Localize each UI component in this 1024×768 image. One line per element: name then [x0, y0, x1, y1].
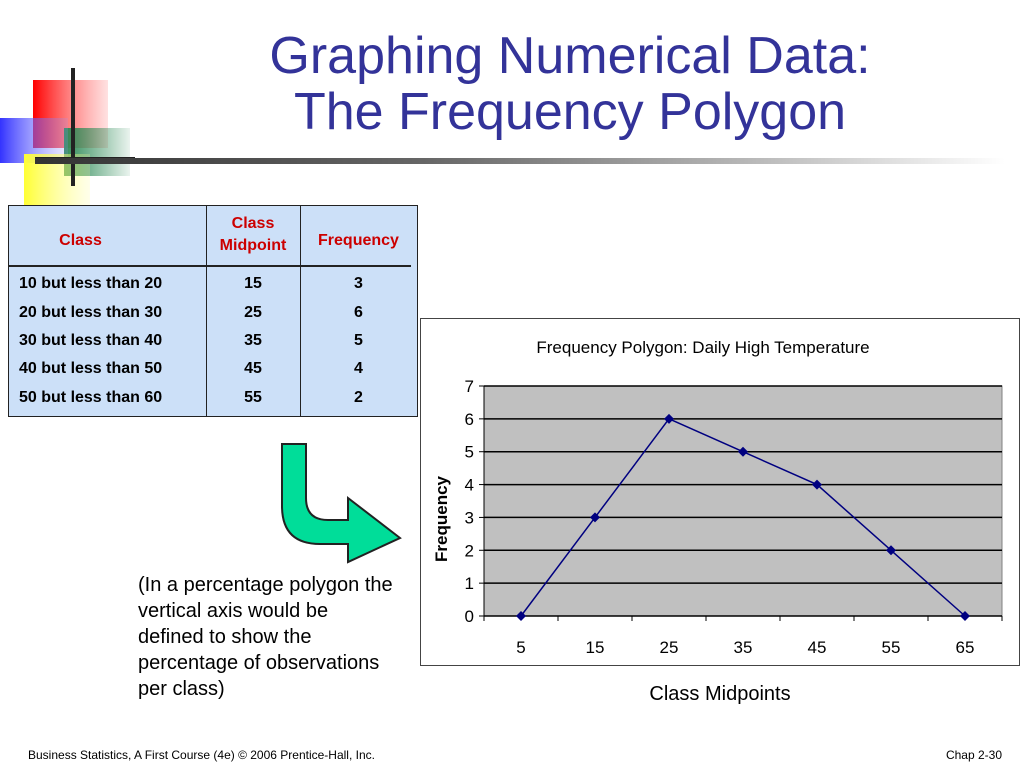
y-tick-label: 4 — [465, 476, 474, 495]
y-tick-label: 5 — [465, 443, 474, 462]
x-tick-label: 5 — [516, 638, 525, 657]
data-point — [886, 545, 896, 556]
row-class: 10 but less than 20 — [19, 275, 163, 292]
table-header-divider — [9, 265, 411, 267]
header-class: Class — [59, 232, 102, 249]
data-point — [812, 479, 822, 490]
x-tick-label: 55 — [882, 638, 901, 657]
row-midpoint: 45 — [244, 360, 262, 377]
frequency-polygon-chart: Frequency Polygon: Daily High Temperatur… — [432, 338, 1003, 657]
header-class-midpoint: Class Midpoint — [206, 213, 300, 257]
row-frequency: 4 — [354, 360, 363, 377]
y-tick-label: 3 — [465, 508, 474, 527]
title-line-2: The Frequency Polygon — [293, 83, 847, 141]
row-frequency: 2 — [354, 389, 363, 406]
y-tick-label: 7 — [465, 377, 474, 396]
decorative-logo — [0, 68, 135, 210]
frequency-table: Class Class Midpoint Frequency 10 but le… — [8, 205, 418, 417]
row-midpoint: 35 — [244, 332, 262, 349]
table-column-divider — [206, 206, 207, 416]
x-tick-label: 65 — [956, 638, 975, 657]
table-column-divider — [300, 206, 301, 416]
y-tick-label: 6 — [465, 410, 474, 429]
row-class: 30 but less than 40 — [19, 332, 163, 349]
x-tick-label: 35 — [734, 638, 753, 657]
footer-copyright: Business Statistics, A First Course (4e)… — [28, 748, 375, 762]
y-tick-label: 0 — [465, 607, 474, 626]
data-point — [664, 413, 674, 424]
x-tick-label: 15 — [586, 638, 605, 657]
percentage-polygon-note: (In a percentage polygon the vertical ax… — [138, 574, 393, 700]
row-class: 20 but less than 30 — [19, 304, 163, 321]
y-tick-label: 1 — [465, 574, 474, 593]
header-midpoint-line-1: Class — [231, 215, 275, 232]
row-class: 40 but less than 50 — [19, 360, 163, 377]
footer-page-number: Chap 2-30 — [945, 748, 1002, 762]
row-frequency: 3 — [354, 275, 363, 292]
slide-title: Graphing Numerical Data: The Frequency P… — [150, 28, 990, 140]
header-frequency: Frequency — [318, 232, 399, 249]
data-point — [738, 446, 748, 457]
x-tick-label: 25 — [660, 638, 679, 657]
curved-arrow-icon — [281, 443, 402, 564]
data-point — [516, 611, 526, 621]
y-tick-label: 2 — [465, 541, 474, 560]
x-axis-label: Class Midpoints — [649, 683, 791, 705]
plot-area — [483, 385, 1003, 617]
row-midpoint: 25 — [244, 304, 262, 321]
x-tick-label: 45 — [808, 638, 827, 657]
chart-frame: Frequency Polygon: Daily High Temperatur… — [420, 318, 1020, 666]
data-point — [590, 512, 600, 523]
title-line-1: Graphing Numerical Data: — [269, 27, 871, 85]
row-midpoint: 55 — [244, 389, 262, 406]
row-frequency: 6 — [354, 304, 363, 321]
row-midpoint: 15 — [244, 275, 262, 292]
row-class: 50 but less than 60 — [19, 389, 163, 406]
header-midpoint-line-2: Midpoint — [219, 237, 287, 254]
data-point — [960, 611, 970, 621]
row-frequency: 5 — [354, 332, 363, 349]
chart-title: Frequency Polygon: Daily High Temperatur… — [536, 338, 869, 357]
y-axis-label: Frequency — [432, 475, 451, 562]
title-divider — [35, 158, 1005, 164]
